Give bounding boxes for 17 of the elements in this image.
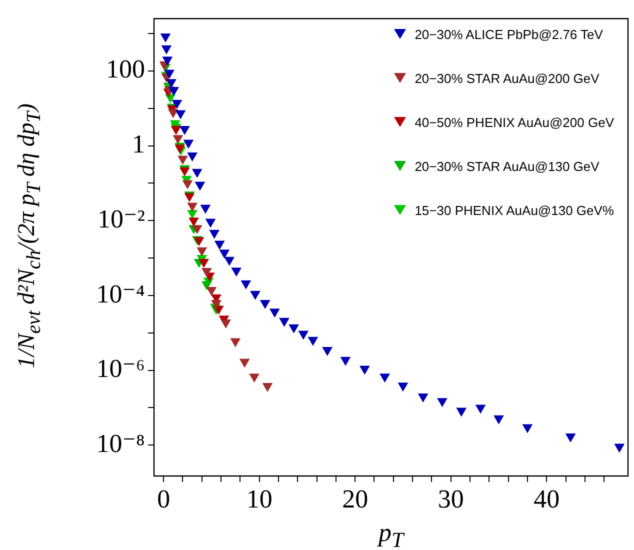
x-axis-title: p$_{T}$: [376, 518, 406, 550]
legend-label: 40−50% PHENIX AuAu@200 GeV: [414, 114, 614, 130]
x-tick-label: 10: [246, 484, 272, 514]
x-tick-label: 40: [534, 484, 560, 514]
y-tick-label: 10⁻⁸: [96, 428, 145, 458]
legend-label: 20−30% STAR AuAu@200 GeV: [414, 70, 600, 86]
y-tick-label: 1: [132, 130, 145, 159]
x-tick-label: 30: [438, 484, 464, 514]
legend-label: 15−30 PHENIX AuAu@130 GeV%: [414, 202, 614, 218]
y-tick-label: 10⁻²: [97, 204, 146, 234]
x-tick-label: 0: [157, 484, 170, 514]
y-tick-label: 10⁻⁶: [96, 354, 145, 384]
x-tick-label: 20: [342, 484, 368, 514]
y-tick-label: 10⁻⁴: [96, 279, 145, 308]
legend-label: 20−30% ALICE PbPb@2.76 TeV: [414, 26, 603, 42]
legend-label: 20−30% STAR AuAu@130 GeV: [414, 158, 600, 174]
y-tick-label: 100: [106, 54, 145, 84]
